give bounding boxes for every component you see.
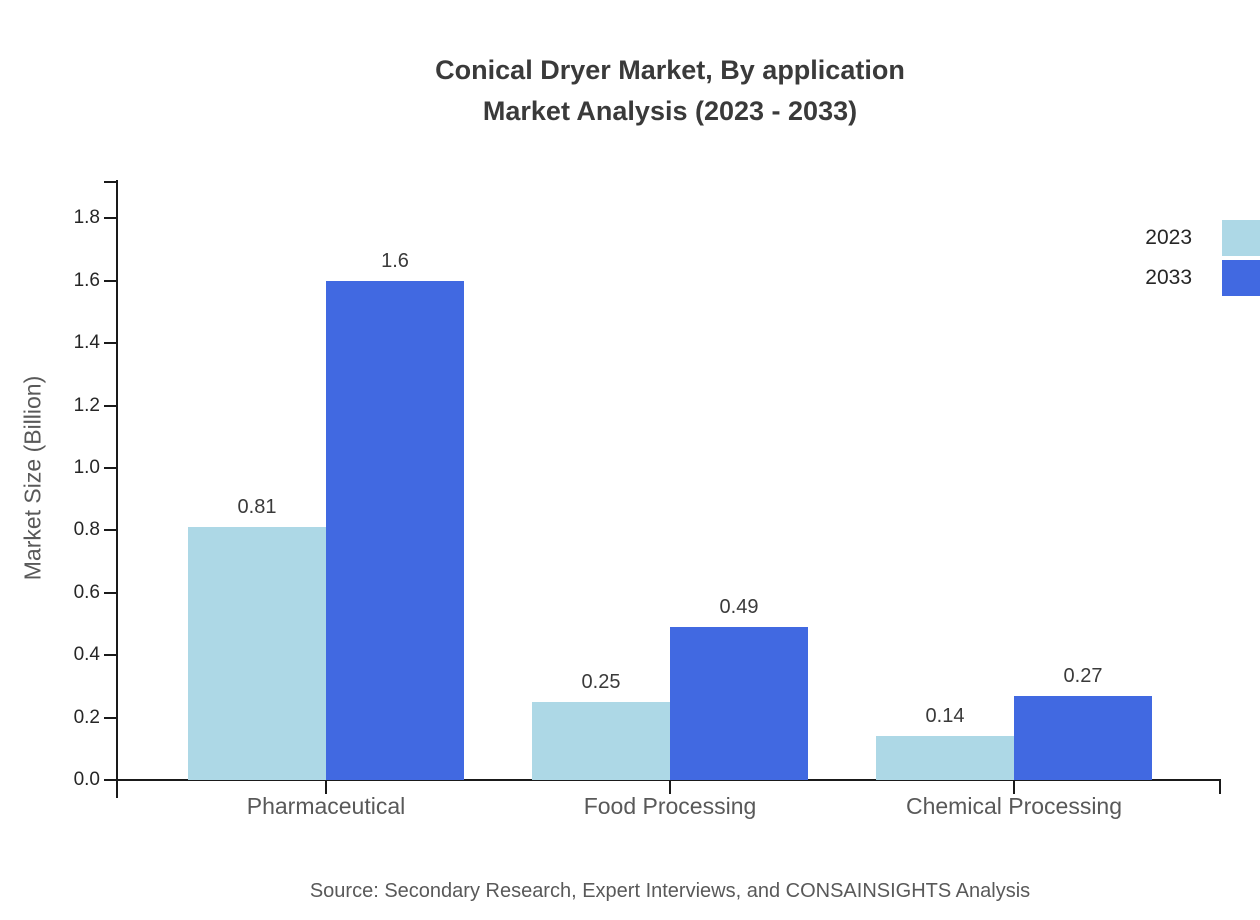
y-tick-label: 0.6 — [73, 581, 100, 603]
chart-title-line1: Conical Dryer Market, By application — [435, 55, 905, 85]
bar-2033-pharmaceutical — [326, 281, 464, 780]
y-tick-label: 1.2 — [73, 394, 100, 416]
y-tick — [104, 467, 117, 469]
chart-title-line2: Market Analysis (2023 - 2033) — [482, 96, 858, 126]
y-axis-end-tick — [104, 181, 117, 183]
x-axis-line — [104, 779, 1221, 781]
y-tick — [104, 279, 117, 282]
bar-value-label: 0.25 — [581, 671, 621, 693]
y-tick-label: 1.0 — [73, 457, 100, 478]
y-axis-line — [116, 180, 118, 798]
y-tick-label: 0.2 — [73, 706, 100, 728]
y-tick-label: 1.6 — [73, 269, 100, 291]
bar-value-label: 0.81 — [237, 496, 277, 518]
y-tick-label: 1.4 — [73, 332, 100, 354]
source-note: Source: Secondary Research, Expert Inter… — [309, 880, 1031, 902]
bar-value-label: 0.14 — [925, 705, 965, 727]
y-tick — [104, 654, 117, 657]
legend-label: 2023 — [1145, 226, 1192, 249]
bar-value-label: 0.27 — [1063, 665, 1103, 687]
bar-2023-chemical-processing — [876, 736, 1014, 780]
y-tick — [104, 217, 117, 220]
x-category-label: Food Processing — [583, 793, 757, 819]
x-axis-end-tick — [1219, 780, 1221, 794]
bar-2023-food-processing — [532, 702, 670, 780]
x-category-label: Chemical Processing — [905, 793, 1123, 819]
y-tick — [104, 716, 117, 719]
y-tick-label: 1.8 — [73, 207, 100, 229]
legend-item-2033: 2033 — [1145, 260, 1260, 296]
x-tick — [669, 780, 671, 794]
bar-2033-chemical-processing — [1014, 696, 1152, 780]
y-tick — [104, 591, 117, 594]
y-tick — [104, 779, 117, 781]
x-category-label: Pharmaceutical — [246, 793, 406, 819]
bar-2033-food-processing — [670, 627, 808, 780]
bar-value-label: 0.49 — [719, 596, 759, 618]
y-tick-label: 0.8 — [73, 519, 100, 541]
x-tick — [325, 780, 327, 794]
legend-swatch — [1222, 220, 1260, 256]
y-tick-label: 0.0 — [73, 769, 100, 790]
x-tick — [1013, 780, 1015, 794]
legend-item-2023: 2023 — [1145, 220, 1260, 256]
y-tick — [104, 404, 117, 407]
y-tick — [104, 529, 117, 532]
bar-2023-pharmaceutical — [188, 527, 326, 780]
bar-value-label: 1.6 — [381, 250, 409, 272]
legend-label: 2033 — [1145, 266, 1192, 289]
y-tick-label: 0.4 — [73, 644, 100, 666]
legend-swatch — [1222, 260, 1260, 296]
y-tick — [104, 342, 117, 345]
chart-title: Conical Dryer Market, By application Mar… — [80, 50, 1260, 132]
